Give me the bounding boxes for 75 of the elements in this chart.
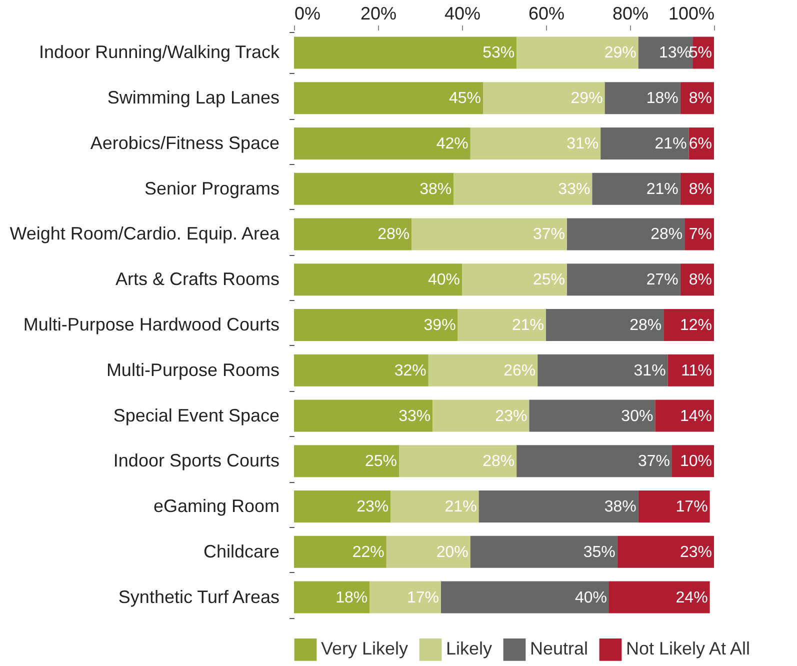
data-label: 28% (378, 226, 410, 244)
legend-label: Very Likely (321, 638, 408, 659)
data-label: 40% (574, 589, 607, 606)
data-label: 18% (336, 589, 368, 606)
data-label: 32% (394, 362, 426, 380)
data-label: 26% (504, 362, 536, 380)
data-label: 23% (356, 498, 389, 516)
y-tick-label: Weight Room/Cardio. Equip. Area (10, 224, 280, 244)
y-tick-label: Aerobics/Fitness Space (90, 132, 280, 153)
data-label: 8% (688, 272, 712, 289)
legend-label: Likely (446, 638, 492, 659)
data-label: 5% (688, 44, 712, 62)
data-label: 11% (681, 362, 712, 380)
y-tick-label: Arts & Crafts Rooms (115, 269, 280, 290)
y-tick-label: Multi-Purpose Hardwood Courts (23, 314, 280, 334)
data-label: 53% (482, 44, 515, 62)
data-label: 13% (658, 44, 691, 62)
y-tick-label: Synthetic Turf Areas (118, 586, 280, 607)
data-label: 38% (420, 180, 452, 198)
legend-label: Not Likely At All (626, 638, 750, 659)
y-tick-label: Senior Programs (144, 178, 280, 198)
data-label: 21% (646, 180, 678, 198)
data-label: 45% (448, 90, 481, 108)
y-tick-label: Special Event Space (113, 405, 280, 426)
x-tick-label: 60% (528, 4, 565, 24)
x-tick-label: 0% (294, 4, 321, 24)
data-label: 21% (512, 317, 544, 334)
data-label: 33% (398, 408, 431, 425)
data-label: 18% (646, 90, 678, 108)
x-tick-label: 20% (360, 4, 397, 24)
y-tick-label: eGaming Room (153, 496, 280, 516)
data-label: 29% (570, 90, 603, 108)
data-label: 8% (688, 180, 712, 198)
x-tick-label: 100% (668, 4, 714, 24)
x-tick-label: 80% (612, 4, 649, 24)
data-label: 7% (688, 226, 712, 244)
data-label: 38% (604, 498, 636, 516)
data-label: 37% (638, 453, 670, 470)
y-tick-label: Indoor Sports Courts (113, 450, 280, 471)
y-tick-label: Childcare (203, 541, 280, 562)
y-tick-label: Indoor Running/Walking Track (39, 42, 280, 62)
data-label: 25% (532, 272, 565, 289)
data-label: 27% (646, 272, 678, 289)
data-label: 31% (634, 362, 666, 380)
data-label: 35% (583, 544, 616, 561)
data-label: 39% (424, 317, 456, 334)
data-label: 21% (444, 498, 477, 516)
data-label: 10% (680, 453, 712, 470)
data-label: 24% (676, 589, 708, 606)
data-label: 8% (688, 90, 712, 108)
data-label: 30% (621, 408, 654, 425)
data-label: 33% (558, 180, 590, 198)
data-label: 28% (650, 226, 683, 244)
y-tick-label: Multi-Purpose Rooms (106, 360, 280, 380)
data-label: 37% (532, 226, 565, 244)
data-label: 23% (680, 544, 712, 561)
data-label: 17% (406, 589, 439, 606)
data-label: 14% (680, 408, 712, 425)
y-tick-label: Swimming Lap Lanes (107, 88, 280, 108)
data-label: 20% (436, 544, 468, 561)
data-label: 25% (364, 453, 397, 470)
data-label: 17% (676, 498, 708, 516)
data-label: 28% (630, 317, 662, 334)
data-label: 29% (604, 44, 636, 62)
data-label: 6% (688, 135, 712, 152)
legend-label: Neutral (530, 638, 588, 659)
data-label: 31% (566, 135, 599, 152)
data-label: 42% (436, 135, 468, 152)
x-tick-label: 40% (444, 4, 481, 24)
data-label: 21% (654, 135, 687, 152)
data-label: 22% (352, 544, 384, 561)
data-label: 12% (680, 317, 712, 334)
data-label: 23% (495, 408, 528, 425)
data-label: 40% (428, 272, 460, 289)
data-label: 28% (482, 453, 515, 470)
